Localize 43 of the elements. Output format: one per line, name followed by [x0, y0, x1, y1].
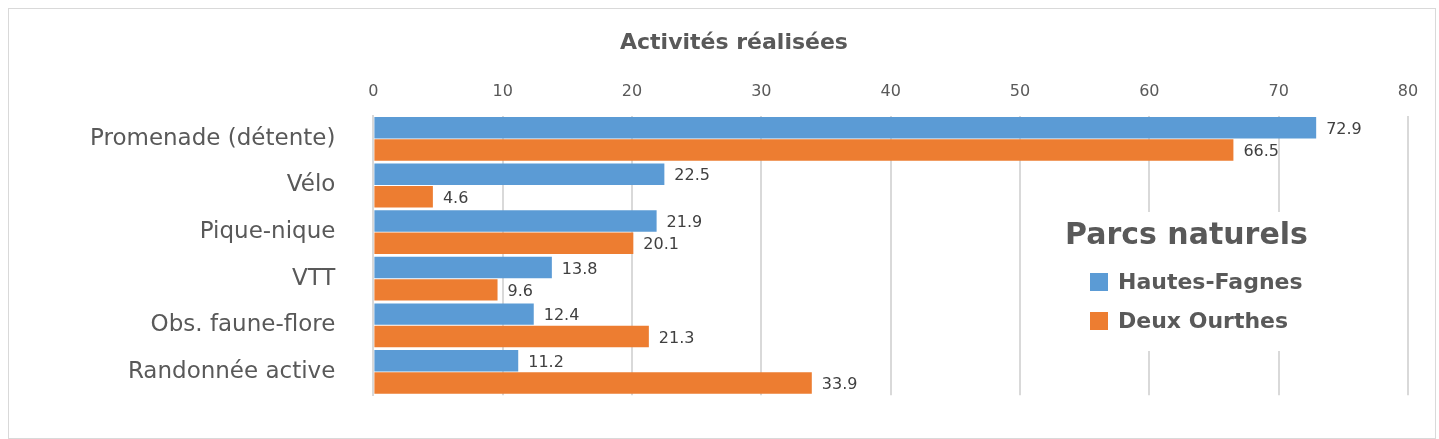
- chart-title: Activités réalisées: [620, 28, 848, 54]
- bar: [374, 256, 552, 279]
- bar: [374, 232, 634, 255]
- y-tick-label: Promenade (détente): [90, 123, 336, 150]
- x-tick-label: 10: [492, 81, 513, 101]
- y-tick-label: VTT: [291, 263, 337, 290]
- data-label: 12.4: [543, 305, 580, 325]
- y-tick-label: Pique-nique: [199, 217, 336, 244]
- data-label: 21.3: [658, 327, 695, 347]
- data-label: 4.6: [442, 187, 469, 207]
- y-tick-label: Obs. faune-flore: [150, 310, 336, 337]
- bar: [374, 372, 812, 394]
- data-label: 20.1: [643, 234, 679, 254]
- bar: [374, 185, 433, 208]
- bar: [374, 325, 649, 348]
- y-tick-label: Randonnée active: [127, 356, 336, 383]
- data-label: 11.2: [528, 351, 564, 371]
- y-tick-label: Vélo: [286, 170, 336, 197]
- x-tick-label: 20: [621, 81, 643, 101]
- legend-label: Deux Ourthes: [1118, 308, 1289, 333]
- x-tick-label: 60: [1139, 81, 1160, 101]
- x-tick-label: 30: [751, 81, 772, 101]
- data-label: 9.6: [507, 281, 533, 301]
- x-tick-label: 80: [1397, 81, 1419, 101]
- x-tick-label: 50: [1009, 81, 1031, 101]
- data-label: 33.9: [821, 374, 858, 394]
- bar: [374, 163, 665, 186]
- bar: [374, 210, 657, 232]
- bar: [374, 116, 1317, 139]
- data-label: 21.9: [666, 212, 703, 232]
- data-label: 22.5: [674, 165, 710, 185]
- bar: [374, 139, 1234, 161]
- legend-label: Hautes-Fagnes: [1118, 269, 1303, 294]
- x-tick-label: 0: [368, 81, 379, 101]
- bar: [374, 303, 534, 325]
- bar: [374, 349, 519, 372]
- x-tick-label: 40: [880, 81, 901, 101]
- bar: [374, 279, 498, 301]
- data-label: 13.8: [561, 258, 598, 278]
- x-tick-label: 70: [1268, 81, 1289, 101]
- legend-title: Parcs naturels: [1065, 216, 1308, 251]
- data-label: 72.9: [1326, 118, 1362, 138]
- data-label: 66.5: [1243, 141, 1280, 161]
